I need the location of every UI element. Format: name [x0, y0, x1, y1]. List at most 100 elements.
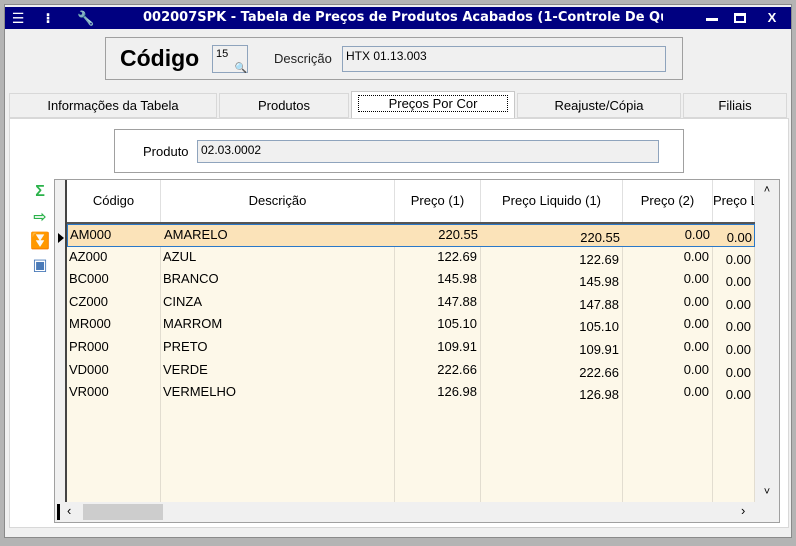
cell-descricao: MARROM [163, 316, 223, 332]
scroll-up-icon[interactable]: ˄ [763, 184, 771, 196]
cell-preco-liquido-1: 147.88 [579, 296, 619, 312]
column-header-preco-2[interactable]: Preço (2) [623, 180, 713, 222]
cell-preco-liquido-2: 0.00 [725, 296, 751, 312]
cell-preco-liquido-1: 122.69 [579, 251, 619, 267]
traffic-light-icon[interactable]: ⁝ [45, 10, 51, 26]
descricao-input[interactable]: HTX 01.13.003 [342, 46, 666, 72]
cell-preco-liquido-1: 145.98 [579, 274, 619, 290]
download-icon[interactable]: ⏬ [30, 233, 50, 250]
cell-preco-1: 122.69 [437, 248, 477, 264]
window: ☰ ⁝ 🔧 002007SPK - Tabela de Preços de Pr… [4, 4, 792, 538]
cell-preco-2: 0.00 [683, 339, 709, 354]
cell-preco-liquido-1: 222.66 [579, 364, 619, 380]
table-row[interactable]: MR000 MARROM 105.10 105.10 0.00 0.00 [67, 314, 755, 337]
column-divider [713, 180, 755, 502]
cell-preco-1: 105.10 [437, 316, 477, 332]
cell-descricao: VERDE [163, 361, 208, 377]
close-button[interactable]: X [767, 10, 777, 25]
tab-label: Preços Por Cor [357, 95, 509, 112]
produto-label: Produto [143, 144, 189, 159]
column-header-preco-liquido-1[interactable]: Preço Liquido (1) [481, 180, 623, 222]
tab-precos-por-cor[interactable]: Preços Por Cor [351, 91, 515, 118]
sum-icon[interactable]: Σ [35, 183, 45, 200]
table-row[interactable]: AM000 AMARELO 220.55 220.55 0.00 0.00 [67, 224, 755, 247]
tab-informacoes[interactable]: Informações da Tabela [9, 93, 217, 118]
table-row[interactable]: CZ000 CINZA 147.88 147.88 0.00 0.00 [67, 292, 755, 315]
column-divider [395, 180, 481, 502]
cell-preco-liquido-2: 0.00 [725, 274, 751, 290]
cell-preco-1: 145.98 [437, 271, 477, 287]
descricao-label: Descrição [274, 51, 332, 66]
tab-bar: Informações da Tabela Produtos Preços Po… [9, 91, 789, 118]
cell-preco-1: 222.66 [437, 361, 477, 377]
cell-descricao: PRETO [163, 339, 208, 354]
cell-descricao: VERMELHO [163, 384, 236, 400]
cell-preco-1: 220.55 [438, 227, 478, 242]
horizontal-scrollbar[interactable]: ‹ › [55, 502, 779, 522]
tab-reajuste[interactable]: Reajuste/Cópia [517, 93, 681, 118]
scroll-right-icon[interactable]: › [741, 503, 746, 518]
cell-preco-liquido-1: 126.98 [579, 387, 619, 403]
scroll-thumb[interactable] [83, 504, 163, 520]
cell-preco-liquido-2: 0.00 [725, 319, 751, 335]
table-row[interactable]: VR000 VERMELHO 126.98 126.98 0.00 0.00 [67, 382, 755, 405]
cell-codigo: MR000 [69, 316, 111, 332]
menu-icon[interactable]: ☰ [11, 10, 25, 26]
produto-input[interactable]: 02.03.0002 [197, 140, 659, 163]
search-icon[interactable]: 🔍 [234, 63, 247, 74]
cell-preco-2: 0.00 [683, 271, 709, 287]
cell-preco-liquido-1: 105.10 [579, 319, 619, 335]
tab-produtos[interactable]: Produtos [219, 93, 349, 118]
cell-preco-liquido-1: 109.91 [579, 342, 619, 357]
divider [57, 504, 60, 520]
table-row[interactable]: PR000 PRETO 109.91 109.91 0.00 0.00 [67, 337, 755, 360]
tab-filiais[interactable]: Filiais [683, 93, 787, 118]
cell-codigo: CZ000 [69, 293, 109, 309]
column-divider [161, 180, 395, 502]
window-title: 002007SPK - Tabela de Preços de Produtos… [143, 10, 663, 25]
cell-codigo: VR000 [69, 384, 109, 400]
tab-content: Produto 02.03.0002 Σ ⇨ ⏬ ▣ Código Descriç… [9, 118, 789, 528]
image-icon[interactable]: ▣ [32, 257, 48, 274]
column-header-descricao[interactable]: Descrição [161, 180, 395, 222]
cell-preco-2: 0.00 [683, 248, 709, 264]
header-panel: Código 15 🔍 Descrição HTX 01.13.003 [105, 37, 683, 80]
cell-preco-1: 109.91 [437, 339, 477, 354]
produto-group: Produto 02.03.0002 [114, 129, 684, 173]
scroll-down-icon[interactable]: ˅ [763, 486, 771, 498]
column-header-preco-liquido-2[interactable]: Preço L [713, 180, 755, 222]
vertical-scrollbar[interactable]: ˄ ˅ [755, 180, 779, 502]
cell-preco-liquido-2: 0.00 [725, 251, 751, 267]
column-divider [67, 180, 161, 502]
column-divider [623, 180, 713, 502]
current-row-arrow-icon [58, 233, 64, 243]
wrench-icon[interactable]: 🔧 [77, 10, 95, 26]
export-icon[interactable]: ⇨ [33, 209, 47, 226]
codigo-value: 15 [216, 48, 229, 60]
table-row[interactable]: VD000 VERDE 222.66 222.66 0.00 0.00 [67, 360, 755, 383]
title-bar: ☰ ⁝ 🔧 002007SPK - Tabela de Preços de Pr… [5, 7, 791, 29]
cell-preco-2: 0.00 [683, 361, 709, 377]
cell-codigo: AZ000 [69, 248, 108, 264]
cell-preco-liquido-2: 0.00 [726, 230, 752, 245]
table-row[interactable]: AZ000 AZUL 122.69 122.69 0.00 0.00 [67, 247, 755, 270]
scroll-left-icon[interactable]: ‹ [67, 503, 72, 518]
cell-descricao: AZUL [163, 248, 197, 264]
column-header-codigo[interactable]: Código [67, 180, 161, 222]
cell-descricao: CINZA [163, 293, 202, 309]
cell-preco-liquido-2: 0.00 [725, 387, 751, 403]
cell-preco-2: 0.00 [683, 293, 709, 309]
cell-codigo: PR000 [69, 339, 109, 354]
minimize-button[interactable] [701, 9, 723, 27]
codigo-input[interactable]: 15 🔍 [212, 45, 248, 74]
cell-preco-liquido-2: 0.00 [725, 342, 751, 357]
maximize-button[interactable] [729, 9, 751, 27]
cell-descricao: BRANCO [163, 271, 219, 287]
cell-codigo: BC000 [69, 271, 109, 287]
column-header-preco-1[interactable]: Preço (1) [395, 180, 481, 222]
cell-preco-liquido-1: 220.55 [580, 230, 620, 245]
cell-preco-1: 147.88 [437, 293, 477, 309]
grid-header: Código Descrição Preço (1) Preço Liquido (1… [67, 180, 755, 224]
table-row[interactable]: BC000 BRANCO 145.98 145.98 0.00 0.00 [67, 269, 755, 292]
prices-grid: Código Descrição Preço (1) Preço Liquido (1… [54, 179, 780, 523]
